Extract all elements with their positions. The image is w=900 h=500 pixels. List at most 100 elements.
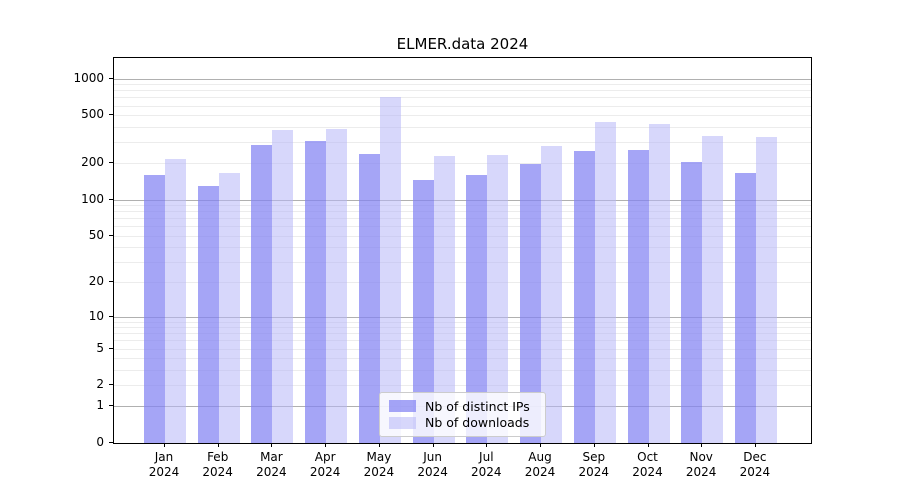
minor-gridline xyxy=(114,321,811,323)
bar-distinct-ips-jun xyxy=(412,179,434,443)
bar-distinct-ips-jan xyxy=(144,174,165,443)
y-tick-label: 1000 xyxy=(73,70,104,85)
bar-downloads-sep xyxy=(594,122,616,443)
bar-distinct-ips-may xyxy=(358,153,380,443)
minor-gridline xyxy=(114,105,811,107)
minor-gridline xyxy=(114,84,811,86)
x-tick-mark xyxy=(647,443,649,447)
chart-title: ELMER.data 2024 xyxy=(396,35,529,53)
minor-gridline xyxy=(114,90,811,92)
plot-area xyxy=(113,57,812,444)
x-tick-year: 2024 xyxy=(417,465,448,479)
bar-downloads-oct xyxy=(648,123,670,443)
major-gridline xyxy=(114,78,811,80)
minor-gridline xyxy=(114,358,811,360)
y-tick-label: 2 xyxy=(96,377,104,392)
minor-gridline xyxy=(114,142,811,143)
y-tick-mark xyxy=(109,384,113,386)
x-tick-year: 2024 xyxy=(256,465,287,479)
bar-downloads-jun xyxy=(433,155,455,443)
minor-gridline xyxy=(114,385,811,387)
bar-downloads-dec xyxy=(755,137,777,443)
bar-distinct-ips-oct xyxy=(627,150,649,443)
x-tick-label: Jan 2024 xyxy=(132,450,196,480)
y-tick-mark xyxy=(109,234,113,236)
y-tick-mark xyxy=(109,405,113,407)
legend-item-downloads: Nb of downloads xyxy=(389,415,536,430)
bar-distinct-ips-nov xyxy=(681,162,703,443)
x-tick-year: 2024 xyxy=(632,465,663,479)
bar-downloads-jan xyxy=(165,159,186,443)
x-tick-month: Sep xyxy=(582,450,606,464)
minor-gridline xyxy=(114,333,811,335)
minor-gridline xyxy=(114,97,811,99)
x-tick-label: Dec 2024 xyxy=(723,450,787,480)
bar-downloads-may xyxy=(379,97,401,443)
y-tick-mark xyxy=(109,114,113,116)
minor-gridline xyxy=(114,261,811,263)
y-tick-mark xyxy=(109,442,113,443)
x-tick-year: 2024 xyxy=(309,465,341,479)
x-tick-mark xyxy=(164,443,165,447)
x-tick-label: Oct 2024 xyxy=(616,450,680,480)
x-tick-year: 2024 xyxy=(524,465,556,479)
x-tick-month: Jul xyxy=(479,450,494,464)
x-tick-mark xyxy=(593,443,595,447)
y-tick-mark xyxy=(109,347,113,349)
x-tick-label: May 2024 xyxy=(347,450,411,480)
bar-distinct-ips-mar xyxy=(251,144,273,443)
bar-downloads-aug xyxy=(541,145,562,443)
x-tick-mark xyxy=(217,443,219,447)
x-tick-year: 2024 xyxy=(578,465,610,479)
bar-distinct-ips-feb xyxy=(197,185,219,443)
x-tick-year: 2024 xyxy=(148,465,180,479)
x-tick-label: Mar 2024 xyxy=(239,450,303,480)
bar-distinct-ips-sep xyxy=(573,150,595,443)
x-tick-month: Jan xyxy=(154,450,174,464)
y-tick-label: 10 xyxy=(88,308,104,323)
bar-downloads-apr xyxy=(326,128,348,443)
minor-gridline xyxy=(114,218,811,220)
x-tick-mark xyxy=(540,443,541,447)
x-tick-label: Sep 2024 xyxy=(562,450,626,480)
minor-gridline xyxy=(114,226,811,228)
x-tick-month: Apr xyxy=(314,450,336,464)
x-tick-mark xyxy=(754,443,756,447)
x-tick-label: Aug 2024 xyxy=(508,450,572,480)
x-tick-month: Feb xyxy=(207,450,229,464)
minor-gridline xyxy=(114,235,811,237)
minor-gridline xyxy=(114,211,811,213)
x-tick-mark xyxy=(486,443,488,447)
x-tick-year: 2024 xyxy=(685,465,717,479)
minor-gridline xyxy=(114,163,811,165)
y-tick-label: 1 xyxy=(96,398,104,413)
major-gridline xyxy=(114,316,811,318)
x-tick-year: 2024 xyxy=(471,465,502,479)
minor-gridline xyxy=(114,348,811,350)
x-tick-label: Jun 2024 xyxy=(401,450,465,480)
bar-downloads-jul xyxy=(487,154,509,443)
y-tick-label: 500 xyxy=(81,107,104,122)
minor-gridline xyxy=(114,247,811,249)
legend-swatch-distinct-ips xyxy=(389,400,416,413)
legend-item-distinct-ips: Nb of distinct IPs xyxy=(389,399,536,414)
bar-downloads-nov xyxy=(702,136,724,443)
x-tick-month: Dec xyxy=(743,450,767,464)
legend-label-downloads: Nb of downloads xyxy=(425,415,530,431)
x-tick-year: 2024 xyxy=(739,465,771,479)
x-tick-label: Apr 2024 xyxy=(293,450,357,480)
bar-distinct-ips-dec xyxy=(734,173,756,443)
x-tick-month: Oct xyxy=(637,450,658,464)
x-tick-label: Jul 2024 xyxy=(454,450,518,480)
legend-swatch-downloads xyxy=(389,416,416,429)
major-gridline xyxy=(114,199,811,201)
bar-distinct-ips-jul xyxy=(466,175,488,443)
legend: Nb of distinct IPs Nb of downloads xyxy=(379,392,546,437)
x-tick-year: 2024 xyxy=(202,465,233,479)
y-tick-label: 50 xyxy=(88,227,104,242)
y-tick-label: 100 xyxy=(81,191,104,206)
x-tick-mark xyxy=(432,443,434,447)
x-tick-month: Aug xyxy=(528,450,552,464)
x-tick-label: Nov 2024 xyxy=(669,450,733,480)
x-tick-mark xyxy=(271,443,273,447)
